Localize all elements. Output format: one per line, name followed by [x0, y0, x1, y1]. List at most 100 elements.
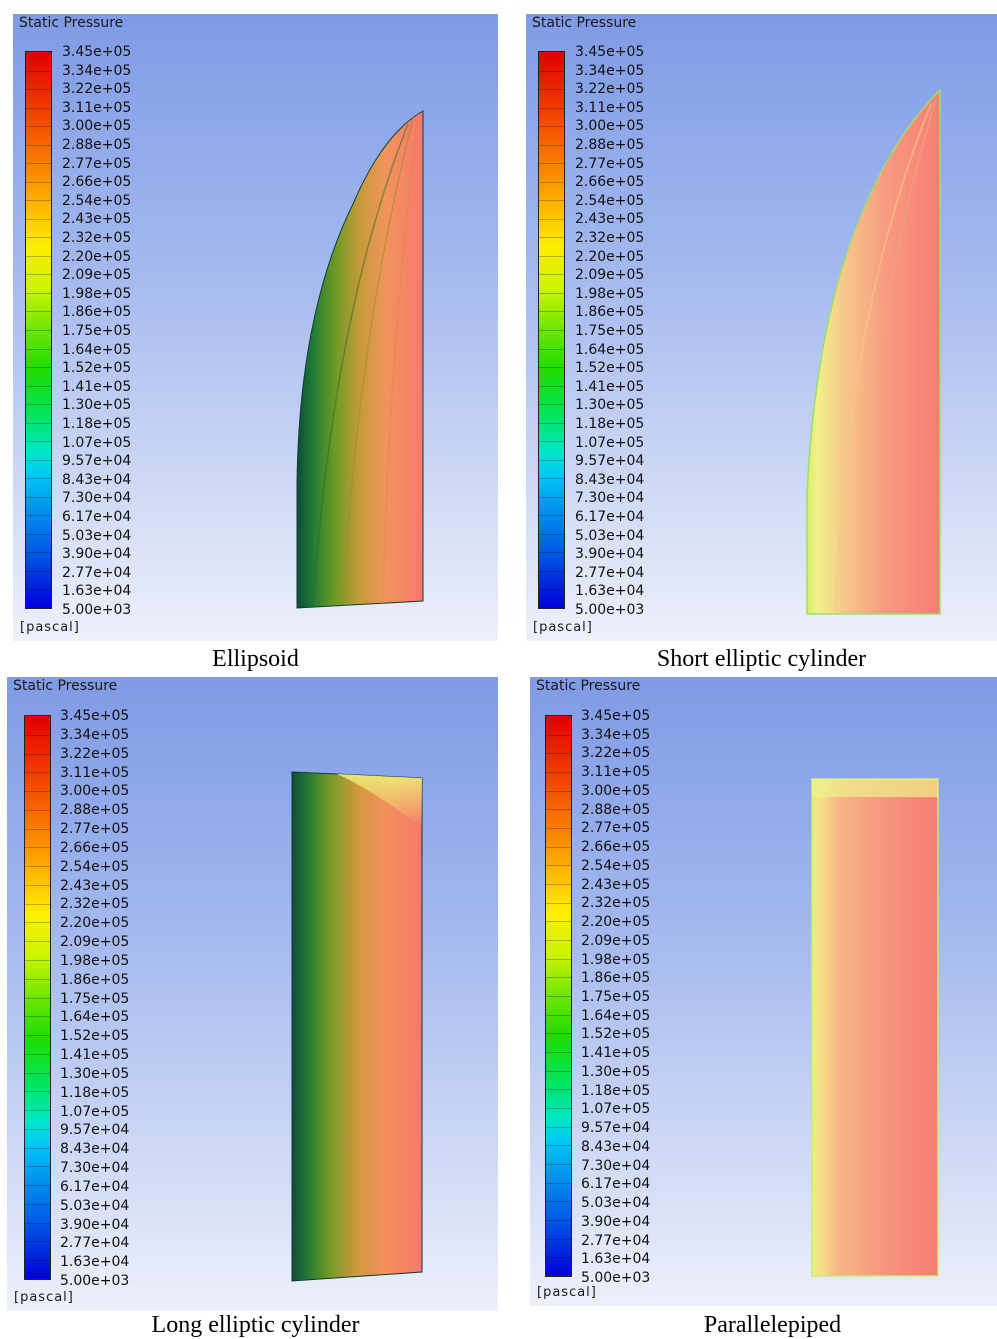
colorbar-tick: [539, 218, 564, 220]
colorbar-tick: [539, 107, 564, 109]
colorbar-value-label: 3.45e+05: [575, 44, 645, 60]
colorbar-tick: [25, 997, 50, 999]
contour-panel-long-elliptic-cylinder: Static Pressure 3.45e+05 3.34e+05 3.22e+05…: [7, 677, 498, 1311]
colorbar-value-label: 2.09e+05: [575, 267, 645, 284]
colorbar-value-label: 2.66e+05: [62, 174, 132, 191]
colorbar-value-label: 1.63e+04: [575, 583, 645, 600]
colorbar-value-label: 1.52e+05: [581, 1026, 651, 1043]
colorbar-value-label: 2.43e+05: [581, 876, 651, 893]
colorbar-tick: [546, 921, 571, 923]
colorbar-tick: [25, 903, 50, 905]
colorbar-value-label: 1.75e+05: [60, 990, 130, 1007]
colorbar-value-label: 1.18e+05: [581, 1082, 651, 1099]
colorbar-tick: [539, 496, 564, 498]
colorbar-tick: [26, 292, 51, 294]
colorbar-value-label: 1.30e+05: [62, 397, 132, 414]
colorbar-value-label: 8.43e+04: [60, 1141, 130, 1158]
colorbar-tick: [539, 570, 564, 572]
colorbar-value-label: 5.00e+03: [62, 602, 132, 618]
colorbar-tick: [546, 1145, 571, 1147]
colorbar-value-label: 1.07e+05: [62, 434, 132, 451]
colorbar-value-label: 1.86e+05: [62, 304, 132, 321]
colorbar-value-label: 3.22e+05: [581, 745, 651, 762]
colorbar-value-label: 3.90e+04: [575, 546, 645, 563]
colorbar-value-label: 1.52e+05: [575, 360, 645, 377]
colorbar-value-label: 2.77e+04: [60, 1235, 130, 1252]
colorbar-tick: [26, 589, 51, 591]
colorbar-value-label: 1.86e+05: [575, 304, 645, 321]
colorbar-tick: [26, 478, 51, 480]
colorbar-value-label: 6.17e+04: [60, 1178, 130, 1195]
colorbar-tick: [25, 847, 50, 849]
colorbar-tick: [25, 1241, 50, 1243]
colorbar-tick: [25, 1166, 50, 1168]
colorbar-tick: [539, 367, 564, 369]
colorbar-tick: [26, 348, 51, 350]
colorbar-value-label: 7.30e+04: [581, 1157, 651, 1174]
colorbar-value-label: 8.43e+04: [581, 1138, 651, 1155]
colorbar-value-label: 3.22e+05: [62, 81, 132, 98]
colorbar-tick: [25, 809, 50, 811]
colorbar-tick: [546, 977, 571, 979]
colorbar-value-label: 2.77e+04: [575, 564, 645, 581]
panel-title: Static Pressure: [536, 678, 641, 694]
colorbar-tick: [25, 1072, 50, 1074]
caption-long-elliptic-cylinder: Long elliptic cylinder: [151, 1312, 360, 1338]
colorbar-tick: [26, 311, 51, 313]
colorbar-value-label: 1.98e+05: [60, 952, 130, 969]
colorbar-value-label: 9.57e+04: [60, 1122, 130, 1139]
colorbar-tick: [25, 1035, 50, 1037]
colorbar-value-label: 1.52e+05: [62, 360, 132, 377]
colorbar: [545, 715, 572, 1277]
colorbar-value-label: 1.30e+05: [60, 1065, 130, 1082]
contour-panel-parallelepiped: Static Pressure 3.45e+05 3.34e+05 3.22e+05…: [530, 677, 997, 1306]
panel-title: Static Pressure: [19, 15, 124, 31]
colorbar-labels: 3.45e+05 3.34e+05 3.22e+05 3.11e+05 3.00e+05…: [62, 44, 172, 618]
colorbar-value-label: 1.98e+05: [62, 285, 132, 302]
colorbar-value-label: 3.00e+05: [60, 783, 130, 800]
colorbar-value-label: 3.45e+05: [62, 44, 132, 60]
colorbar-value-label: 2.54e+05: [62, 192, 132, 209]
colorbar-tick: [26, 385, 51, 387]
colorbar-value-label: 1.75e+05: [581, 989, 651, 1005]
colorbar-tick: [26, 218, 51, 220]
colorbar-value-label: 2.09e+05: [62, 267, 132, 284]
colorbar-tick: [546, 1164, 571, 1165]
colorbar-tick: [25, 1185, 50, 1187]
colorbar-value-label: 1.41e+05: [60, 1047, 130, 1063]
colorbar-value-label: 2.20e+05: [62, 248, 132, 265]
colorbar-value-label: 1.64e+05: [581, 1007, 651, 1024]
colorbar-labels: 3.45e+05 3.34e+05 3.22e+05 3.11e+05 3.00e+05…: [60, 708, 170, 1289]
colorbar-tick: [539, 552, 564, 554]
colorbar-value-label: 3.22e+05: [575, 81, 645, 98]
colorbar: [538, 51, 565, 609]
colorbar-tick: [539, 144, 564, 146]
colorbar-tick: [546, 884, 571, 885]
colorbar-tick: [539, 533, 564, 535]
colorbar-tick: [26, 144, 51, 146]
colorbar-value-label: 1.30e+05: [581, 1063, 651, 1080]
colorbar-tick: [25, 866, 50, 868]
unit-label: [pascal]: [14, 1290, 74, 1305]
colorbar-value-label: 2.32e+05: [581, 895, 651, 912]
panel-title: Static Pressure: [13, 678, 118, 694]
colorbar-tick: [25, 959, 50, 961]
colorbar-tick: [25, 1091, 50, 1093]
colorbar-value-label: 1.41e+05: [581, 1045, 651, 1062]
colorbar-tick: [25, 791, 50, 793]
colorbar-tick: [26, 89, 51, 91]
colorbar-tick: [25, 828, 50, 830]
colorbar-value-label: 2.20e+05: [575, 248, 645, 265]
colorbar-value-label: 1.98e+05: [575, 285, 645, 302]
colorbar-value-label: 3.22e+05: [60, 745, 130, 762]
parallelepiped-contour-shape: [811, 778, 939, 1277]
colorbar-value-label: 1.52e+05: [60, 1028, 130, 1045]
colorbar-value-label: 1.86e+05: [60, 971, 130, 988]
colorbar-tick: [539, 70, 564, 72]
colorbar-value-label: 8.43e+04: [575, 471, 645, 488]
colorbar-tick: [539, 441, 564, 443]
short-elliptic-cylinder-contour-shape: [806, 88, 941, 615]
colorbar-tick: [26, 126, 51, 128]
colorbar-value-label: 5.00e+03: [581, 1270, 651, 1286]
colorbar-value-label: 1.63e+04: [62, 583, 132, 600]
